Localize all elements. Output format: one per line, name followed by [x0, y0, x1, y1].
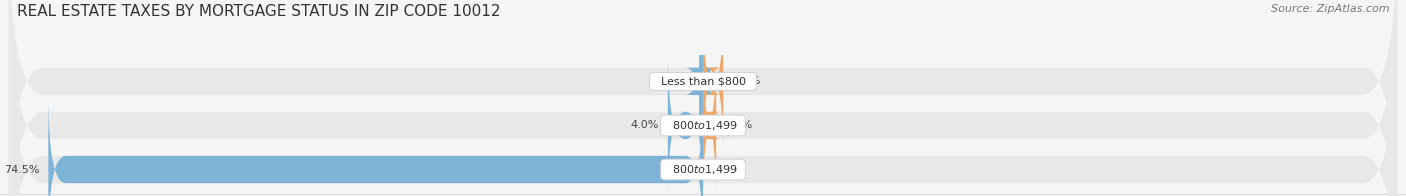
Text: $800 to $1,499: $800 to $1,499 — [665, 163, 741, 176]
FancyBboxPatch shape — [48, 95, 703, 196]
FancyBboxPatch shape — [8, 0, 1398, 196]
Text: Source: ZipAtlas.com: Source: ZipAtlas.com — [1271, 4, 1389, 14]
FancyBboxPatch shape — [668, 51, 703, 196]
FancyBboxPatch shape — [8, 7, 1398, 196]
Text: REAL ESTATE TAXES BY MORTGAGE STATUS IN ZIP CODE 10012: REAL ESTATE TAXES BY MORTGAGE STATUS IN … — [17, 4, 501, 19]
FancyBboxPatch shape — [8, 0, 1398, 196]
Text: 4.0%: 4.0% — [631, 120, 659, 131]
FancyBboxPatch shape — [699, 51, 721, 196]
Text: 0.0%: 0.0% — [711, 164, 740, 175]
Text: 0.44%: 0.44% — [655, 76, 690, 86]
Text: 1.5%: 1.5% — [725, 120, 754, 131]
Text: 2.3%: 2.3% — [733, 76, 761, 86]
FancyBboxPatch shape — [686, 7, 717, 156]
Text: Less than $800: Less than $800 — [654, 76, 752, 86]
Text: 74.5%: 74.5% — [4, 164, 39, 175]
Text: $800 to $1,499: $800 to $1,499 — [665, 119, 741, 132]
FancyBboxPatch shape — [703, 7, 723, 156]
